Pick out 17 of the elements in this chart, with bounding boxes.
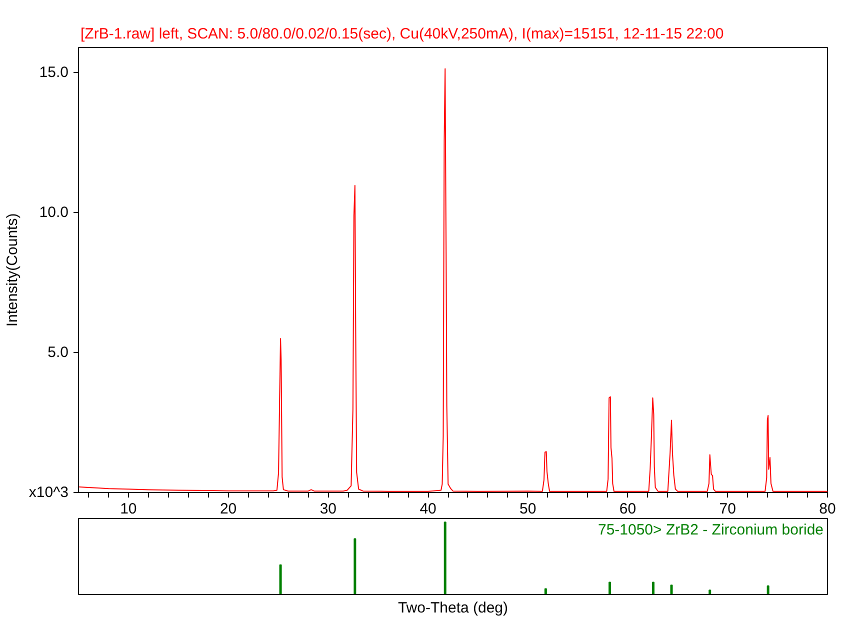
y-tick-label: x10^3 xyxy=(28,484,69,501)
y-tick-label: 5.0 xyxy=(48,344,69,362)
x-tick-label: 60 xyxy=(619,500,636,518)
x-tick-label: 50 xyxy=(520,500,536,518)
x-tick-label: 70 xyxy=(719,500,736,518)
x-tick-label: 40 xyxy=(420,500,436,518)
y-axis-title: Intensity(Counts) xyxy=(4,213,21,327)
x-tick-label: 20 xyxy=(220,500,237,518)
x-axis-title: Two-Theta (deg) xyxy=(398,600,508,616)
chart-title: [ZrB-1.raw] left, SCAN: 5.0/80.0/0.02/0.15(sec), Cu(40kV,250mA), I(max)=15151, 12-11-15 22:00 xyxy=(80,26,724,42)
x-tick-label: 80 xyxy=(819,500,836,518)
line-series xyxy=(78,68,828,492)
y-tick-label: 15.0 xyxy=(39,64,69,82)
y-tick-label: 10.0 xyxy=(39,204,69,222)
text: 75-1050> ZrB2 - Zirconium boride xyxy=(598,522,824,538)
x-tick-label: 30 xyxy=(320,500,337,518)
x-tick-label: 10 xyxy=(120,500,137,518)
